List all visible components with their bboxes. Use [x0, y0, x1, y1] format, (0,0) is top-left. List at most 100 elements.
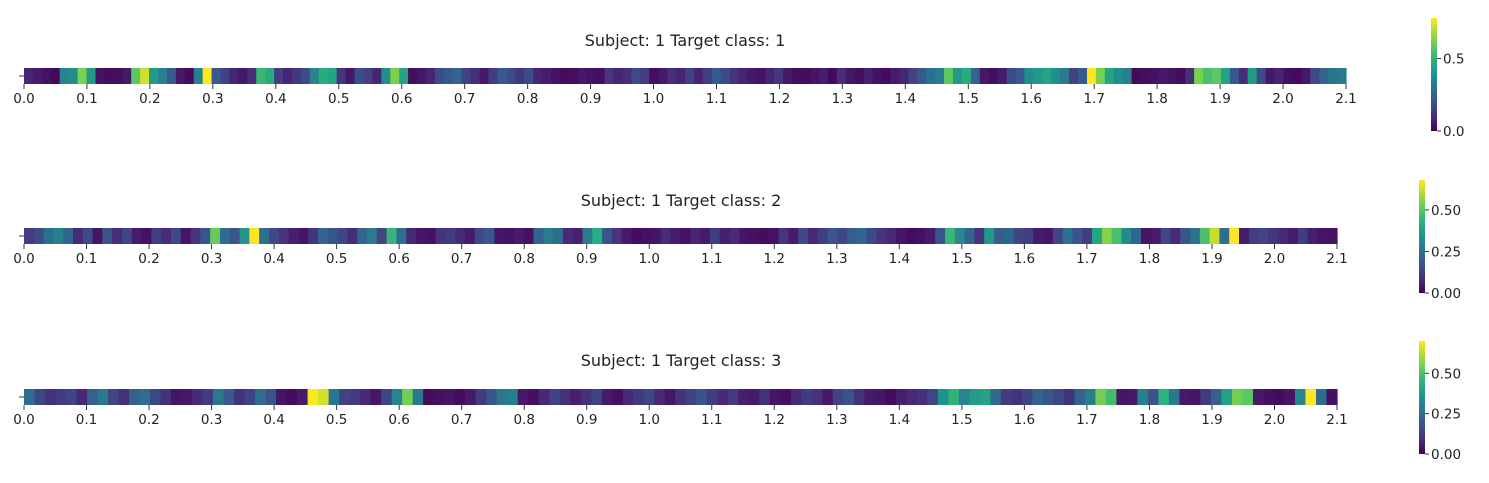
x-tick-label: 0.7: [454, 91, 475, 107]
heatmap-cell: [291, 68, 302, 84]
heatmap-cell: [549, 389, 561, 405]
heatmap-cell: [515, 68, 525, 84]
heatmap-cell: [1095, 68, 1106, 84]
heatmap-cell: [170, 228, 182, 244]
heatmap-cell: [461, 68, 472, 84]
heatmap-cell: [864, 389, 876, 405]
colorbar-tick-label: 0.50: [1431, 366, 1461, 382]
heatmap-cell: [1095, 389, 1107, 405]
heatmap-cell: [337, 228, 348, 244]
heatmap-cell: [602, 228, 613, 244]
heatmap-cell: [658, 68, 668, 84]
heatmap-cell: [994, 228, 1005, 244]
heatmap-cell: [452, 68, 463, 84]
heatmap-cell: [347, 228, 358, 244]
heatmap-cell: [524, 68, 534, 84]
heatmap-cell: [118, 389, 130, 405]
heatmap-cell: [717, 389, 729, 405]
heatmap-cell: [622, 68, 632, 84]
heatmap-cell: [92, 228, 103, 244]
heatmap-cell: [211, 68, 222, 84]
x-tick-label: 0.2: [139, 91, 160, 107]
heatmap-cell: [633, 389, 645, 405]
colorbar-gradient: [1419, 180, 1425, 293]
heatmap-cell: [970, 68, 981, 84]
heatmap-cell: [538, 389, 550, 405]
heatmap-cell: [1101, 228, 1113, 244]
heatmap-panel-class-3: Subject: 1 Target class: 3 0.0 0.1 0.2 0.3 0…: [13, 341, 1461, 463]
heatmap-cell: [202, 389, 214, 405]
heatmap-cell: [952, 68, 963, 84]
heatmap-cell: [811, 389, 823, 405]
heatmap-cell: [381, 68, 391, 84]
heatmap-cell: [822, 389, 834, 405]
heatmap-cell: [700, 228, 711, 244]
heatmap-cell: [1319, 68, 1329, 84]
heatmap-cell: [517, 389, 529, 405]
heatmap-cell: [729, 68, 740, 84]
x-tick-label: 1.5: [958, 91, 979, 107]
heatmap-cell: [591, 389, 603, 405]
x-tick-label: 0.3: [201, 251, 222, 267]
x-axis: 0.0 0.1 0.2 0.3 0.4 0.5 0.6 0.7 0.8 0.9 1.0 1.1 1.2 1…: [13, 396, 1348, 428]
heatmap-cell: [131, 68, 141, 84]
heatmap-cell: [613, 68, 624, 84]
x-tick-label: 1.5: [951, 251, 972, 267]
colorbar-tick-label: 0.25: [1431, 407, 1461, 423]
heatmap-cell: [72, 228, 84, 244]
heatmap-cell: [926, 68, 936, 84]
heatmap-cell: [327, 228, 339, 244]
heatmap-cell: [832, 389, 844, 405]
heatmap-cell: [1131, 68, 1142, 84]
heatmap-cell: [559, 389, 571, 405]
heatmap-cell: [1310, 68, 1320, 84]
heatmap-cell: [363, 68, 373, 84]
heatmap-cell: [738, 68, 749, 84]
heatmap-panel-class-2: Subject: 1 Target class: 2 0.0 0.1 0.2 0.3 0…: [13, 180, 1461, 302]
heatmap-cell: [318, 68, 329, 84]
x-tick-label: 1.7: [1076, 412, 1097, 428]
heatmap-cell: [948, 389, 960, 405]
heatmap-cell: [621, 228, 633, 244]
heatmap-cell: [847, 228, 858, 244]
heatmap-cell: [1015, 68, 1026, 84]
heatmap-cell: [572, 228, 584, 244]
heatmap-cell: [1327, 228, 1338, 244]
heatmap-cell: [1288, 228, 1299, 244]
x-tick-label: 1.8: [1139, 412, 1160, 428]
x-tick-label: 2.0: [1264, 412, 1285, 428]
heatmap-cell: [886, 228, 897, 244]
heatmap-cell: [244, 389, 256, 405]
heatmap-cell: [690, 228, 701, 244]
heatmap-cell: [1328, 68, 1338, 84]
heatmap-cell: [1247, 68, 1258, 84]
heatmap-cell: [1158, 389, 1170, 405]
heatmap-cell: [1168, 389, 1181, 405]
x-tick-label: 0.3: [202, 91, 223, 107]
heatmap-cell: [1337, 68, 1347, 84]
heatmap-cell: [709, 228, 721, 244]
heatmap-cell: [790, 389, 802, 405]
heatmap-cell: [265, 68, 275, 84]
heatmap-cell: [488, 68, 499, 84]
heatmap-cell: [1116, 389, 1128, 405]
heatmap-cell: [151, 228, 162, 244]
x-tick-label: 0.9: [576, 251, 597, 267]
heatmap-cell: [435, 228, 446, 244]
heatmap-cell: [562, 228, 574, 244]
heatmap-cell: [818, 68, 829, 84]
heatmap-cell: [1170, 228, 1181, 244]
heatmap-cell: [651, 228, 662, 244]
heatmap-cell: [104, 68, 114, 84]
heatmap-cell: [113, 68, 123, 84]
heatmap-cell: [685, 68, 695, 84]
x-tick-label: 0.8: [517, 91, 538, 107]
heatmap-cell: [278, 228, 290, 244]
heatmap-cell: [149, 68, 159, 84]
heatmap-cell: [631, 228, 642, 244]
heatmap-cell: [958, 389, 970, 405]
heatmap-cell: [1060, 68, 1070, 84]
heatmap-cell: [1248, 228, 1260, 244]
heatmap-cell: [1105, 389, 1118, 405]
heatmap-cell: [1268, 228, 1279, 244]
